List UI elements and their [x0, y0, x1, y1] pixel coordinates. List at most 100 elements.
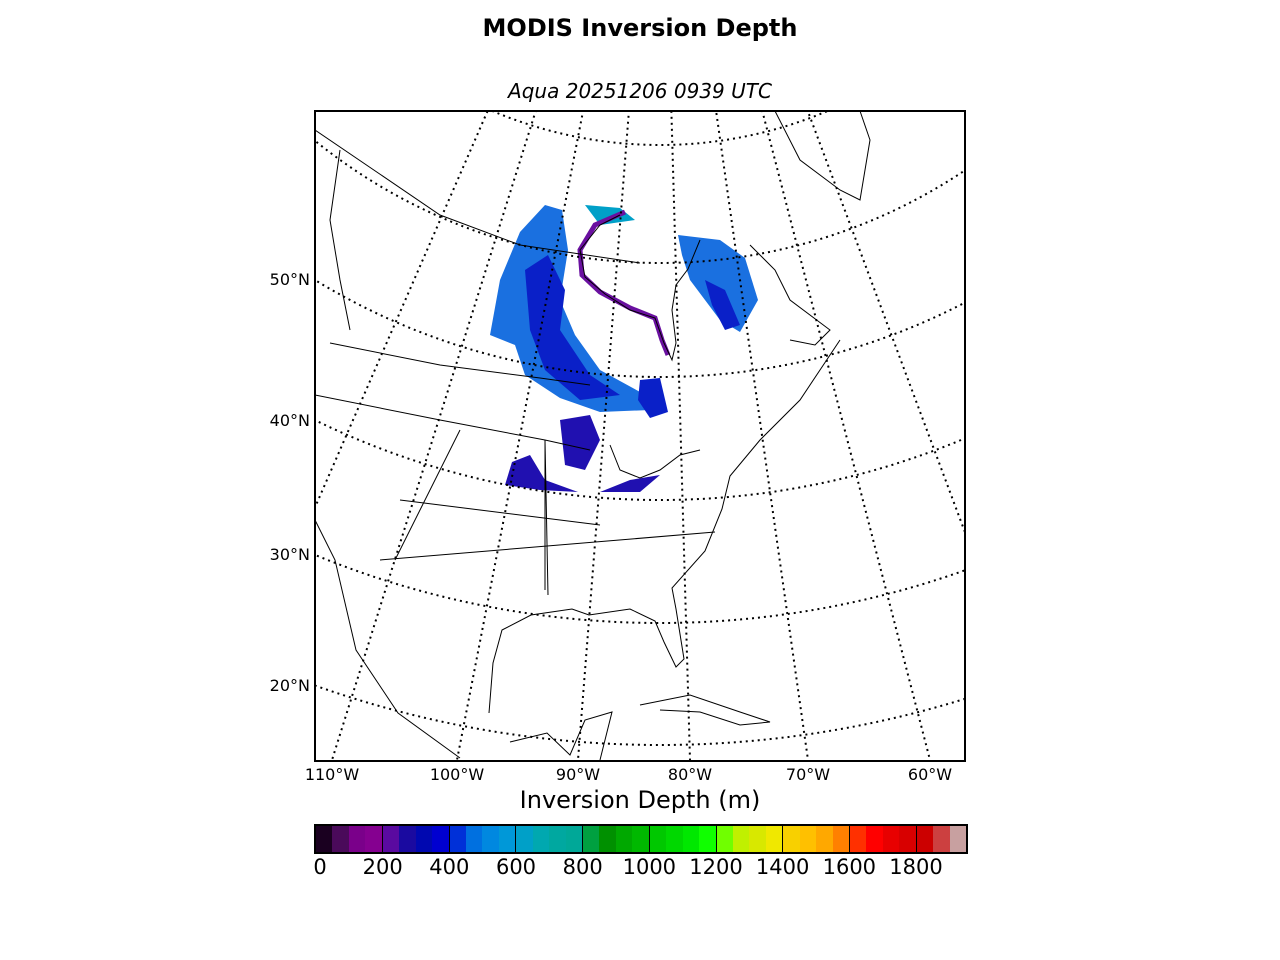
lon-label: 60°W	[907, 765, 953, 784]
colorbar-tick-label: 1800	[889, 855, 943, 879]
colorbar	[314, 824, 968, 854]
colorbar-segment	[666, 826, 683, 852]
state-line	[544, 439, 549, 596]
colorbar-tick-label: 400	[429, 855, 470, 879]
lat-label: 50°N	[269, 270, 310, 289]
colorbar-segment	[365, 826, 382, 852]
colorbar-segment	[448, 826, 466, 852]
colorbar-segment	[615, 826, 633, 852]
colorbar-segment	[732, 826, 750, 852]
colorbar-tick-label: 600	[495, 855, 537, 879]
colorbar-segment	[933, 826, 950, 852]
colorbar-segment	[899, 826, 916, 852]
colorbar-segment	[832, 826, 849, 852]
data-ring-hudson	[577, 209, 671, 356]
meridian-50w	[806, 111, 965, 536]
colorbar-tick-label: 800	[562, 855, 603, 879]
colorbar-segment	[415, 826, 433, 852]
mexico-pacific-coast	[315, 519, 461, 759]
cuba-coast	[639, 694, 771, 726]
colorbar-segment	[632, 826, 649, 852]
parallel-40n	[315, 418, 965, 501]
lon-label: 100°W	[429, 765, 485, 784]
colorbar-segment	[782, 826, 800, 852]
labrador-coast	[749, 244, 831, 346]
lon-label: 90°W	[555, 765, 601, 784]
west-coast-bc	[329, 149, 351, 331]
meridian-60w	[761, 111, 932, 761]
colorbar-segment	[399, 826, 416, 852]
us-state-line-north	[329, 342, 591, 386]
colorbar-segment	[866, 826, 883, 852]
data-patch-midwest	[560, 415, 600, 470]
inversion-depth-data	[490, 205, 758, 492]
colorbar-label: Inversion Depth (m)	[519, 786, 761, 814]
colorbar-segment	[332, 826, 349, 852]
colorbar-tick-label: 200	[362, 855, 403, 879]
lon-label: 80°W	[667, 765, 713, 784]
parallel-60n	[315, 139, 965, 264]
colorbar-segment	[915, 826, 934, 852]
colorbar-segment	[549, 826, 566, 852]
colorbar-segment	[515, 826, 533, 852]
lon-label: 110°W	[304, 765, 360, 784]
colorbar-segment	[348, 826, 366, 852]
state-line	[399, 499, 601, 526]
colorbar-segment	[648, 826, 667, 852]
data-swath-quebec-core	[705, 280, 740, 330]
yucatan-coast	[509, 711, 613, 761]
data-swath-prairies-core	[525, 255, 620, 400]
greenland-coast	[774, 111, 871, 201]
colorbar-segment	[849, 826, 867, 852]
colorbar-segment	[715, 826, 733, 852]
colorbar-segment	[816, 826, 833, 852]
colorbar-segment	[565, 826, 582, 852]
colorbar-segment	[682, 826, 700, 852]
chart-title: MODIS Inversion Depth	[482, 14, 798, 42]
colorbar-tick-label: 1000	[622, 855, 677, 879]
gulf-coast	[488, 339, 841, 714]
colorbar-segment	[432, 826, 449, 852]
data-patch-plains	[505, 455, 578, 492]
graticule	[315, 111, 965, 761]
lat-label: 30°N	[269, 545, 310, 564]
colorbar-segment	[599, 826, 616, 852]
data-swath-quebec	[678, 235, 758, 332]
colorbar-segment	[381, 826, 400, 852]
coastlines	[315, 111, 871, 761]
colorbar-segment	[699, 826, 716, 852]
colorbar-tick-label: 1200	[689, 855, 743, 879]
data-swath-hudson-ne	[585, 205, 635, 225]
colorbar-segment	[765, 826, 783, 852]
colorbar-segment	[532, 826, 550, 852]
colorbar-tick-label: 1400	[755, 855, 810, 879]
colorbar-segment	[799, 826, 817, 852]
colorbar-segment	[482, 826, 499, 852]
state-line	[394, 429, 461, 561]
colorbar-tick-label: 1600	[822, 855, 877, 879]
us-canada-border	[315, 394, 591, 451]
parallel-50n	[315, 278, 965, 378]
colorbar-tick-label: 0	[313, 855, 327, 879]
great-lakes	[609, 444, 701, 479]
colorbar-segment	[316, 826, 333, 852]
parallel-70n	[490, 111, 830, 146]
colorbar-segment	[465, 826, 483, 852]
canada-prairies-line	[315, 129, 641, 264]
state-line	[379, 531, 716, 561]
colorbar-segment	[498, 826, 516, 852]
colorbar-segment	[882, 826, 900, 852]
colorbar-segment	[949, 826, 967, 852]
meridian-100w	[455, 111, 585, 761]
data-patch-ohio	[600, 475, 660, 492]
colorbar-segment	[582, 826, 600, 852]
lon-label: 70°W	[785, 765, 831, 784]
colorbar-segment	[749, 826, 766, 852]
chart-subtitle: Aqua 20251206 0939 UTC	[508, 79, 772, 103]
meridian-70w	[715, 111, 810, 761]
lat-label: 20°N	[269, 676, 310, 695]
data-swath-ontario	[638, 378, 668, 418]
map-frame	[314, 110, 966, 762]
data-swath-prairies	[490, 205, 650, 412]
